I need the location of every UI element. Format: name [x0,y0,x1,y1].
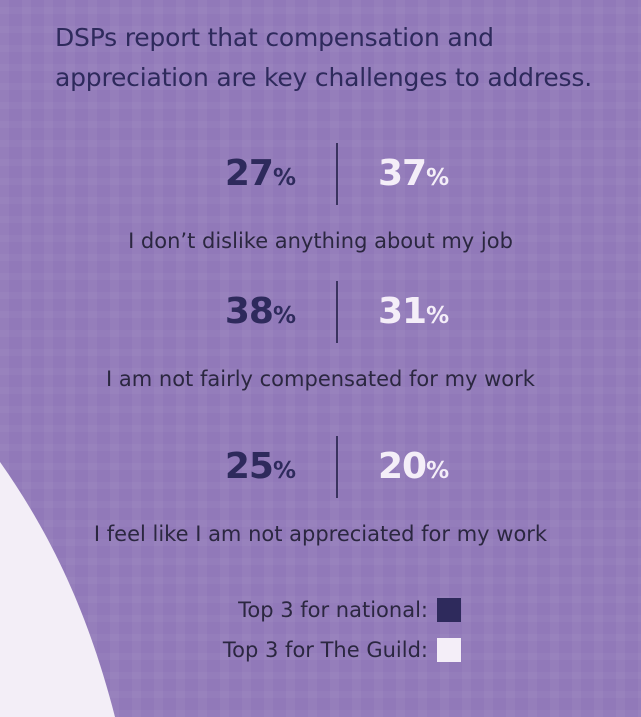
row-divider [336,143,338,205]
row-divider [336,436,338,498]
national-value-row-3: 25% [224,446,296,487]
stat-row-1: 27% 37% [0,143,641,205]
legend-label-guild: Top 3 for The Guild: [222,638,428,662]
legend-item-guild: Top 3 for The Guild: [223,637,461,663]
legend-item-national: Top 3 for national: [238,597,461,623]
legend-swatch-guild [437,638,461,662]
chart-title: DSPs report that compensation and apprec… [55,23,592,92]
national-value-row-2: 38% [224,291,296,332]
national-value-row-1: 27% [224,153,296,194]
row-label-2: I am not fairly compensated for my work [106,367,535,391]
guild-value-row-2: 31% [378,291,450,332]
guild-value-row-3: 20% [378,446,450,487]
row-label-3: I feel like I am not appreciated for my … [93,522,548,546]
stat-row-2: 38% 31% [0,281,641,343]
row-label-1: I don’t dislike anything about my job [128,229,513,253]
legend-swatch-national [437,598,461,622]
row-divider [336,281,338,343]
legend-label-national: Top 3 for national: [238,598,428,622]
stat-row-3: 25% 20% [0,436,641,498]
guild-value-row-1: 37% [378,153,450,194]
